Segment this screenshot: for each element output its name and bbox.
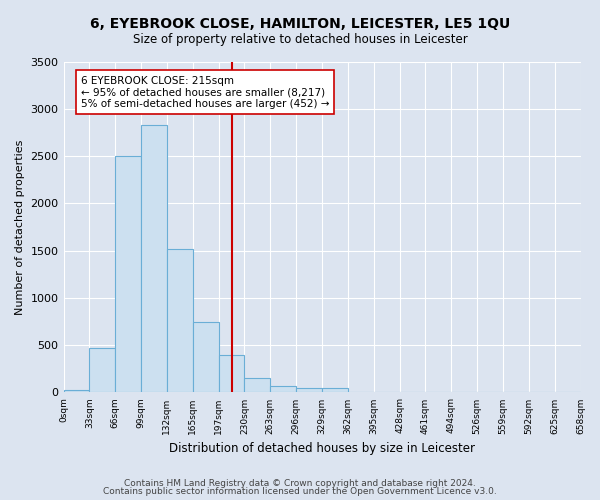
- Bar: [115, 156, 141, 392]
- Text: 6 EYEBROOK CLOSE: 215sqm
← 95% of detached houses are smaller (8,217)
5% of semi: 6 EYEBROOK CLOSE: 215sqm ← 95% of detach…: [81, 76, 329, 109]
- Text: Contains public sector information licensed under the Open Government Licence v3: Contains public sector information licen…: [103, 487, 497, 496]
- Bar: [271, 386, 296, 392]
- Text: Size of property relative to detached houses in Leicester: Size of property relative to detached ho…: [133, 32, 467, 46]
- Bar: [244, 378, 271, 392]
- X-axis label: Distribution of detached houses by size in Leicester: Distribution of detached houses by size …: [169, 442, 475, 455]
- Bar: [193, 322, 218, 392]
- Bar: [218, 354, 244, 393]
- Text: 6, EYEBROOK CLOSE, HAMILTON, LEICESTER, LE5 1QU: 6, EYEBROOK CLOSE, HAMILTON, LEICESTER, …: [90, 18, 510, 32]
- Bar: [89, 348, 115, 393]
- Text: Contains HM Land Registry data © Crown copyright and database right 2024.: Contains HM Land Registry data © Crown c…: [124, 478, 476, 488]
- Bar: [64, 390, 89, 392]
- Bar: [141, 125, 167, 392]
- Bar: [167, 248, 193, 392]
- Y-axis label: Number of detached properties: Number of detached properties: [15, 140, 25, 314]
- Bar: [322, 388, 348, 392]
- Bar: [296, 388, 322, 392]
